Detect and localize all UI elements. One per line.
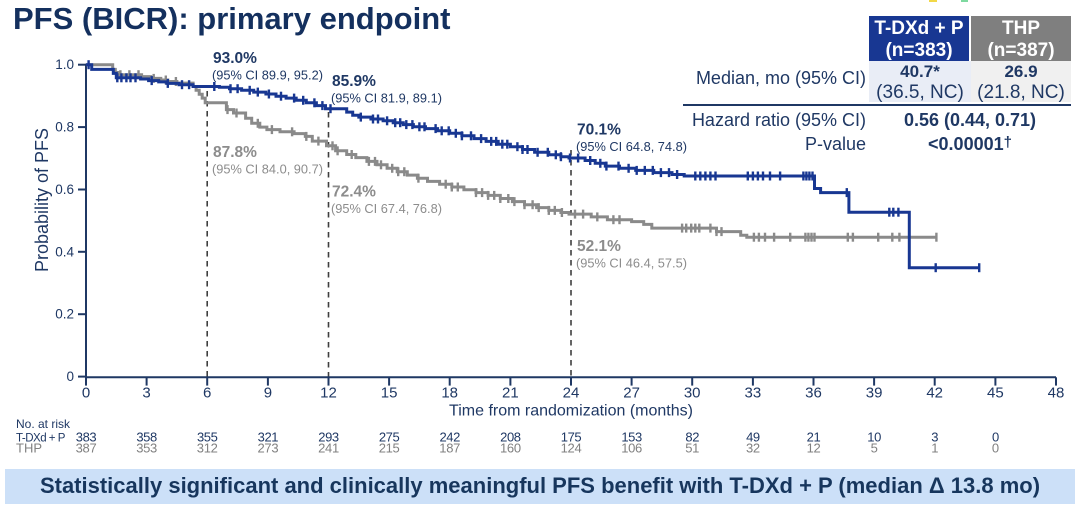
svg-text:48: 48 — [1048, 385, 1065, 402]
svg-text:30: 30 — [684, 385, 701, 402]
svg-text:39: 39 — [866, 385, 883, 402]
svg-text:T-DXd + P: T-DXd + P — [16, 432, 66, 444]
svg-text:0.6: 0.6 — [55, 182, 74, 197]
svg-text:21: 21 — [502, 385, 519, 402]
svg-text:87.8%: 87.8% — [213, 144, 257, 161]
svg-text:0.4: 0.4 — [55, 244, 74, 259]
svg-text:0.2: 0.2 — [55, 307, 74, 322]
svg-text:THP: THP — [16, 440, 42, 455]
svg-text:0: 0 — [82, 385, 90, 402]
svg-text:275: 275 — [379, 429, 400, 444]
svg-text:387: 387 — [76, 440, 97, 455]
svg-text:353: 353 — [136, 440, 157, 455]
svg-text:51: 51 — [685, 440, 699, 455]
svg-text:187: 187 — [439, 440, 460, 455]
svg-text:21: 21 — [807, 429, 821, 444]
svg-text:0: 0 — [66, 369, 74, 384]
svg-text:52.1%: 52.1% — [577, 238, 621, 255]
svg-text:0.8: 0.8 — [55, 120, 74, 135]
svg-text:1: 1 — [931, 440, 938, 455]
svg-text:93.0%: 93.0% — [213, 50, 257, 67]
svg-text:70.1%: 70.1% — [577, 122, 621, 139]
svg-text:42: 42 — [926, 385, 943, 402]
svg-text:355: 355 — [197, 429, 218, 444]
svg-text:153: 153 — [621, 429, 642, 444]
svg-text:12: 12 — [807, 440, 821, 455]
svg-text:358: 358 — [136, 429, 157, 444]
svg-text:208: 208 — [500, 429, 521, 444]
svg-text:12: 12 — [320, 385, 337, 402]
svg-text:72.4%: 72.4% — [332, 184, 376, 201]
svg-text:82: 82 — [685, 429, 699, 444]
svg-text:9: 9 — [264, 385, 272, 402]
svg-text:175: 175 — [561, 429, 582, 444]
svg-text:27: 27 — [623, 385, 640, 402]
svg-text:(95% CI 46.4, 57.5): (95% CI 46.4, 57.5) — [576, 256, 687, 271]
svg-text:293: 293 — [318, 429, 339, 444]
svg-text:242: 242 — [439, 429, 460, 444]
svg-text:33: 33 — [745, 385, 762, 402]
svg-text:215: 215 — [379, 440, 400, 455]
svg-text:273: 273 — [258, 440, 279, 455]
svg-text:(95% CI 89.9, 95.2): (95% CI 89.9, 95.2) — [212, 68, 323, 83]
svg-text:1.0: 1.0 — [55, 57, 74, 72]
svg-text:No. at risk: No. at risk — [16, 417, 71, 431]
svg-text:160: 160 — [500, 440, 521, 455]
svg-text:49: 49 — [746, 429, 760, 444]
svg-text:3: 3 — [142, 385, 150, 402]
svg-text:241: 241 — [318, 440, 339, 455]
svg-text:0: 0 — [992, 429, 999, 444]
svg-text:18: 18 — [441, 385, 458, 402]
svg-text:Time from randomization (month: Time from randomization (months) — [449, 402, 693, 419]
svg-text:Probability of PFS: Probability of PFS — [32, 128, 52, 272]
svg-text:32: 32 — [746, 440, 760, 455]
svg-text:(95% CI 67.4, 76.8): (95% CI 67.4, 76.8) — [331, 201, 442, 216]
svg-text:85.9%: 85.9% — [332, 73, 376, 90]
svg-text:15: 15 — [381, 385, 398, 402]
svg-text:10: 10 — [867, 429, 881, 444]
svg-text:383: 383 — [76, 429, 97, 444]
svg-text:312: 312 — [197, 440, 218, 455]
svg-text:124: 124 — [561, 440, 582, 455]
svg-text:3: 3 — [931, 429, 938, 444]
svg-text:36: 36 — [805, 385, 822, 402]
svg-text:45: 45 — [987, 385, 1004, 402]
svg-text:6: 6 — [203, 385, 211, 402]
svg-text:(95% CI 64.8, 74.8): (95% CI 64.8, 74.8) — [576, 139, 687, 154]
svg-text:(95% CI 84.0, 90.7): (95% CI 84.0, 90.7) — [212, 161, 323, 176]
svg-text:0: 0 — [992, 440, 999, 455]
svg-text:106: 106 — [621, 440, 642, 455]
svg-text:(95% CI 81.9, 89.1): (95% CI 81.9, 89.1) — [331, 91, 442, 106]
svg-text:5: 5 — [871, 440, 878, 455]
svg-text:321: 321 — [258, 429, 279, 444]
svg-text:24: 24 — [563, 385, 580, 402]
